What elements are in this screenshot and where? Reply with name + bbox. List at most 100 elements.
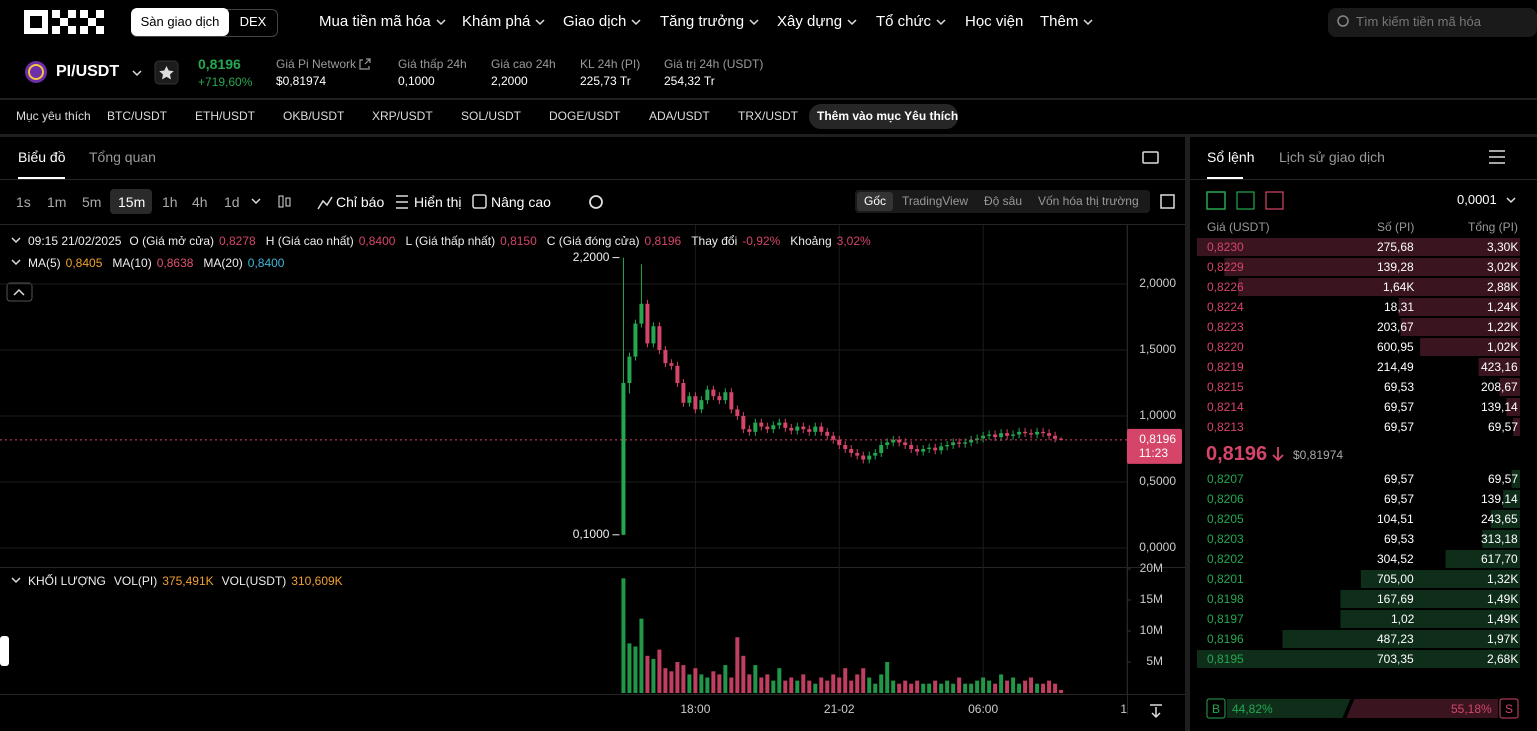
book-total: 423,16: [1481, 360, 1518, 374]
book-header: Tổng (PI): [1468, 220, 1519, 234]
search-box[interactable]: [1328, 8, 1537, 37]
candle-type-icon: [285, 197, 291, 207]
candle-body: [1023, 431, 1028, 434]
favorite-pair[interactable]: ETH/USDT: [195, 109, 255, 123]
candle-body: [861, 455, 866, 460]
view-option[interactable]: Gốc: [864, 194, 887, 208]
candle-body: [963, 442, 968, 444]
volume-bar: [747, 674, 752, 693]
plot: 18:00 21-02 06:00 12: [0, 225, 1127, 716]
nav-exchange[interactable]: Sàn giao dịch: [131, 8, 229, 36]
logo[interactable]: [24, 10, 104, 34]
nav-menu-item[interactable]: Giao dịch: [563, 13, 627, 30]
ma-value: 0,8400: [247, 256, 285, 270]
favorite-pair[interactable]: BTC/USDT: [107, 109, 167, 123]
candle-body: [705, 389, 710, 401]
interval[interactable]: 15m: [118, 194, 146, 210]
chart-tab[interactable]: Biểu đồ: [18, 149, 66, 165]
interval[interactable]: 1s: [16, 194, 31, 210]
stat-label: Giá Pi Network: [276, 57, 357, 71]
favorite-pair[interactable]: DOGE/USDT: [549, 109, 621, 123]
nav-menu-item[interactable]: Tổ chức: [876, 13, 932, 30]
panel-divider: [0, 134, 1537, 137]
book-price: 0,8205: [1207, 512, 1244, 526]
interval[interactable]: 1d: [224, 194, 240, 210]
favorite-pair[interactable]: SOL/USDT: [461, 109, 522, 123]
ohlc-value: 3,02%: [836, 234, 871, 248]
view-option[interactable]: TradingView: [902, 194, 969, 208]
scroll-end-icon[interactable]: [1150, 704, 1162, 719]
interval[interactable]: 4h: [192, 194, 208, 210]
collapse-button[interactable]: [6, 282, 33, 302]
favorite-pair[interactable]: OKB/USDT: [283, 109, 345, 123]
buy-box: [1206, 698, 1226, 719]
countdown: 11:23: [1139, 446, 1168, 460]
interval[interactable]: 1h: [162, 194, 178, 210]
volume-bar: [663, 668, 668, 693]
volume-tick-label: 20M: [1140, 561, 1163, 575]
favorite-pair[interactable]: ADA/USDT: [649, 109, 710, 123]
y-tick-label: 2,0000: [1139, 276, 1176, 290]
candle-body: [891, 439, 896, 443]
candle-body: [885, 442, 890, 446]
interval[interactable]: 5m: [82, 194, 102, 210]
ma-value: 0,8405: [65, 256, 103, 270]
candle-body: [831, 435, 836, 440]
favorite-pair[interactable]: TRX/USDT: [738, 109, 798, 123]
pair-name[interactable]: PI/USDT: [56, 63, 120, 80]
book-view-bids[interactable]: [1236, 191, 1255, 210]
depth-bar: [1478, 358, 1520, 376]
depth-bar: [1499, 378, 1520, 396]
chart-tool[interactable]: Chỉ báo: [336, 194, 385, 210]
book-tick[interactable]: 0,0001: [1457, 192, 1497, 207]
volume-bar: [837, 677, 842, 693]
nav-menu-item[interactable]: Khám phá: [462, 13, 531, 30]
book-price: 0,8203: [1207, 532, 1244, 546]
book-total: 617,70: [1481, 552, 1518, 566]
time-axis-border: [0, 694, 1185, 695]
favorite-pair[interactable]: XRP/USDT: [372, 109, 433, 123]
nav-menu-item[interactable]: Học viện: [965, 13, 1024, 30]
candle-body: [1041, 431, 1046, 434]
ohlc-row: 09:15 21/02/2025 O (Giá mở cửa) 0,8278 H (G…: [28, 233, 881, 249]
chart-tool[interactable]: Nâng cao: [491, 194, 551, 210]
book-tab[interactable]: Sổ lệnh: [1207, 149, 1255, 165]
search-placeholder[interactable]: Tìm kiếm tiền mã hóa: [1356, 14, 1481, 29]
candle-body: [867, 455, 872, 460]
ohlc-value: 0,8278: [219, 234, 256, 248]
book-view-both[interactable]: [1206, 191, 1226, 210]
separator: [0, 98, 1537, 100]
candle-body: [765, 426, 770, 430]
nav-menu-item[interactable]: Tăng trưởng: [660, 13, 745, 30]
book-size: 214,49: [1377, 360, 1414, 374]
external-link-icon: [359, 58, 371, 70]
layout-icon[interactable]: [1142, 151, 1159, 164]
nav-dex[interactable]: DEX: [239, 14, 267, 29]
add-favorite-pill[interactable]: [809, 104, 958, 129]
candle-body: [1005, 433, 1010, 436]
candle-body: [645, 303, 650, 344]
volume-bar: [849, 680, 854, 693]
book-size: 1,64K: [1383, 280, 1415, 294]
chevron: [132, 70, 142, 77]
interval[interactable]: 1m: [47, 194, 67, 210]
y-tick-label: 1,5000: [1139, 342, 1176, 356]
nav-menu-item[interactable]: Thêm: [1040, 13, 1079, 30]
nav-menu-item[interactable]: Xây dựng: [777, 13, 843, 30]
book-view-asks[interactable]: [1265, 191, 1284, 210]
tab-underline: [1207, 177, 1243, 179]
add-favorite[interactable]: Thêm vào mục Yêu thích: [817, 109, 959, 123]
side-handle[interactable]: [0, 636, 9, 666]
view-option[interactable]: Độ sâu: [984, 194, 1023, 208]
candle-body: [945, 445, 950, 447]
chart-tool[interactable]: Hiển thị: [414, 194, 462, 210]
candle-body: [915, 449, 920, 452]
mid-price: 0,8196: [1206, 443, 1268, 465]
book-total: 2,88K: [1487, 280, 1519, 294]
book-tab[interactable]: Lịch sử giao dịch: [1279, 149, 1385, 165]
candle-body: [741, 416, 746, 430]
view-option[interactable]: Vốn hóa thị trường: [1038, 194, 1139, 208]
nav-menu-item[interactable]: Mua tiền mã hóa: [319, 13, 431, 30]
chart-tab[interactable]: Tổng quan: [89, 149, 156, 165]
